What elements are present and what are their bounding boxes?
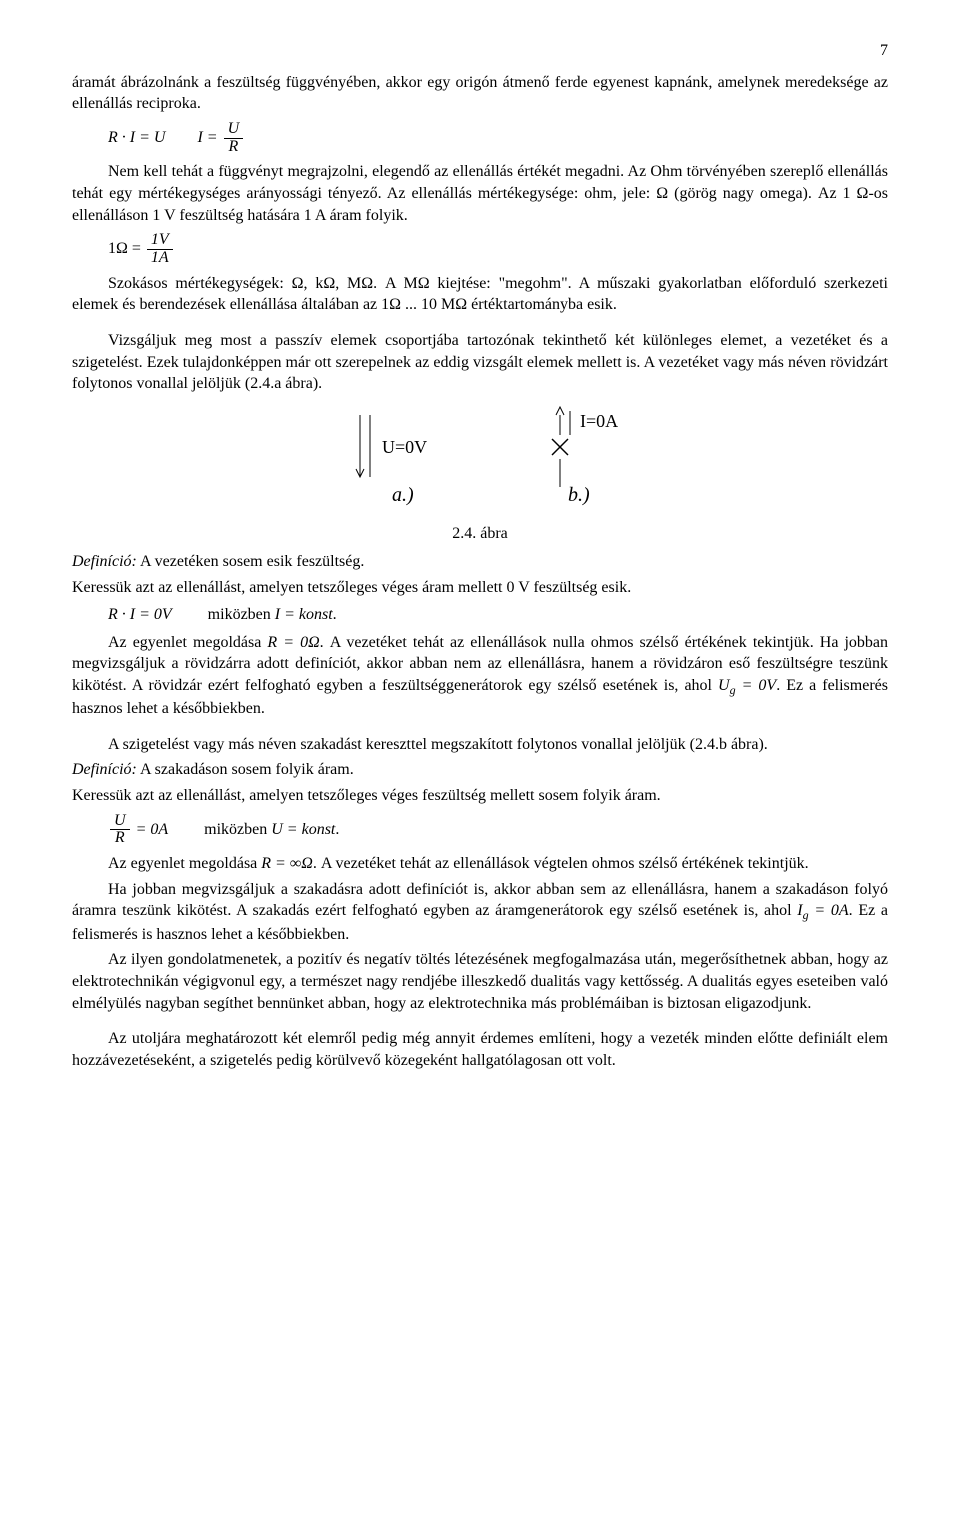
eq6-rhs: = 0A (132, 821, 169, 838)
figure-caption: 2.4. ábra (72, 523, 888, 545)
paragraph-3: Szokásos mértékegységek: Ω, kΩ, MΩ. A MΩ… (72, 273, 888, 316)
eq5b: = 0V (736, 677, 777, 694)
def1-lead: Definíció: (72, 553, 137, 570)
equation-6: U R = 0A miközben U = konst. (108, 813, 888, 848)
eq1-right-lhs: I = (197, 129, 217, 146)
eq2-den: 1A (147, 250, 173, 267)
p6a: Az egyenlet megoldása (108, 634, 267, 651)
figure-2-4: U=0V a.) I=0A b.) 2.4. ábra (72, 405, 888, 545)
paragraph-10: Ha jobban megvizsgáljuk a szakadásra ado… (72, 879, 888, 946)
paragraph-7: A szigetelést vagy más néven szakadást k… (72, 734, 888, 756)
def1-text: A vezetéken sosem esik feszültség. (137, 553, 365, 570)
fig-b-caption: b.) (568, 484, 590, 506)
p10a: Ha jobban megvizsgáljuk a szakadásra ado… (72, 881, 888, 920)
paragraph-12: Az utoljára meghatározott két elemről pe… (72, 1028, 888, 1071)
paragraph-8: Keressük azt az ellenállást, amelyen tet… (72, 785, 888, 807)
eq1-left: R · I = U (108, 129, 165, 146)
paragraph-6: Az egyenlet megoldása R = 0Ω. A vezetéke… (72, 632, 888, 720)
page-number: 7 (72, 40, 888, 62)
paragraph-11: Az ilyen gondolatmenetek, a pozitív és n… (72, 949, 888, 1014)
eq1-den: R (224, 139, 244, 156)
eq3-mid: miközben (208, 606, 275, 623)
eq1-fraction: U R (224, 121, 244, 156)
eq6-mid: miközben (204, 821, 271, 838)
eq6-den: R (110, 830, 130, 847)
eq5a: U (718, 677, 730, 694)
definition-1: Definíció: A vezetéken sosem esik feszül… (72, 551, 888, 573)
equation-1: R · I = U I = U R (108, 121, 888, 156)
fig-a-caption: a.) (392, 484, 414, 506)
eq1-num: U (224, 121, 244, 139)
paragraph-4: Vizsgáljuk meg most a passzív elemek cso… (72, 330, 888, 395)
def2-lead: Definíció: (72, 761, 137, 778)
fig-a-u-label: U=0V (382, 437, 427, 457)
eq2-lhs: 1Ω = (108, 240, 141, 257)
paragraph-2: Nem kell tehát a függvényt megrajzolni, … (72, 161, 888, 226)
eq6-fraction: U R (110, 813, 130, 848)
figure-svg: U=0V a.) I=0A b.) (300, 405, 660, 515)
p9b: . A vezetéket tehát az ellenállások végt… (313, 855, 809, 872)
eq6-right: U = konst (271, 821, 335, 838)
eq7: R = ∞Ω (261, 855, 313, 872)
eq8b: = 0A (809, 902, 849, 919)
eq2-fraction: 1V 1A (147, 232, 173, 267)
equation-2: 1Ω = 1V 1A (108, 232, 888, 267)
paragraph-5: Keressük azt az ellenállást, amelyen tet… (72, 577, 888, 599)
eq3-left: R · I = 0V (108, 606, 172, 623)
def2-text: A szakadáson sosem folyik áram. (137, 761, 354, 778)
equation-3: R · I = 0V miközben I = konst. (108, 604, 888, 626)
eq6-num: U (110, 813, 130, 831)
eq3-right: I = konst (275, 606, 333, 623)
paragraph-9: Az egyenlet megoldása R = ∞Ω. A vezetéke… (72, 853, 888, 875)
eq2-num: 1V (147, 232, 173, 250)
p9a: Az egyenlet megoldása (108, 855, 261, 872)
paragraph-1: áramát ábrázolnánk a feszültség függvény… (72, 72, 888, 115)
eq4: R = 0Ω (267, 634, 319, 651)
definition-2: Definíció: A szakadáson sosem folyik ára… (72, 759, 888, 781)
fig-b-i-label: I=0A (580, 411, 618, 431)
